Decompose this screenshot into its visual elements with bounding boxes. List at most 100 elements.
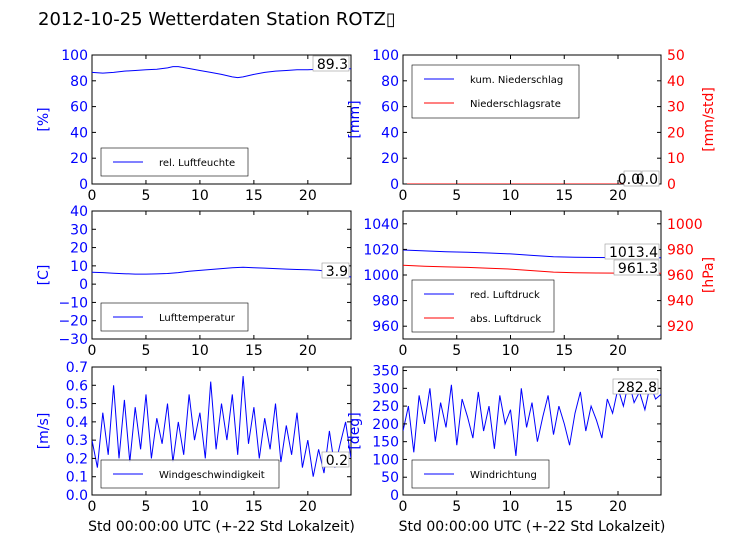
pressure-ytick-label: 1000 (363, 268, 399, 284)
precipitation-legend-label-0: kum. Niederschlag (470, 75, 563, 86)
temperature-ytick-label: −30 (58, 332, 88, 348)
pressure-annotation-1: 961.3 (618, 261, 658, 277)
temperature-ytick-label: −20 (58, 314, 88, 330)
winddirection-annotation-0: 282.8 (617, 380, 657, 396)
windspeed-ytick-label: 0.3 (66, 433, 88, 449)
humidity-xtick-label: 15 (245, 188, 263, 204)
windspeed-ytick-label: 0.0 (66, 488, 88, 504)
pressure-y2tick-label: 980 (667, 242, 694, 258)
pressure-legend-box (411, 279, 555, 333)
humidity-xtick-label: 10 (191, 188, 209, 204)
precipitation-panel: 0 5 10 15 20 0 20 40 60 80 100 0 10 20 30 40 50 [mm] [mm/s… (347, 48, 717, 204)
winddirection-xtick-label: 0 (399, 499, 408, 515)
windspeed-ytick-label: 0.7 (66, 360, 88, 376)
winddirection-ytick-label: 200 (372, 417, 399, 433)
windspeed-xtick-label: 15 (245, 499, 263, 515)
pressure-y2label: [hPa] (701, 257, 717, 293)
humidity-ytick-label: 0 (79, 177, 88, 193)
page-title: 2012-10-25 Wetterdaten Station ROTZ▯ (38, 9, 396, 30)
pressure-y2tick-label: 960 (667, 268, 694, 284)
winddirection-ytick-label: 100 (372, 452, 399, 468)
precipitation-ytick-label: 0 (390, 177, 399, 193)
pressure-xtick-label: 10 (502, 343, 520, 359)
pressure-legend-label-0: red. Luftdruck (470, 290, 540, 301)
windspeed-annotation-0: 0.2 (326, 453, 348, 469)
temperature-annotation-0: 3.9 (326, 264, 348, 280)
pressure-ytick-label: 1020 (363, 242, 399, 258)
windspeed-series-line-0 (92, 376, 351, 477)
windspeed-ytick-label: 0.6 (66, 378, 88, 394)
pressure-annotation-box-0 (604, 243, 660, 260)
pressure-xtick-label: 15 (555, 343, 573, 359)
winddirection-ylabel: [deg] (347, 412, 363, 449)
windspeed-ytick-label: 0.1 (66, 470, 88, 486)
humidity-ytick-label: 100 (61, 48, 88, 64)
temperature-xtick-label: 5 (141, 343, 150, 359)
winddirection-annotation-box-0 (612, 378, 659, 395)
precipitation-ylabel: [mm] (347, 100, 363, 138)
humidity-xtick-label: 0 (88, 188, 97, 204)
pressure-y2tick-label: 940 (667, 294, 694, 310)
precipitation-y2label: [mm/std] (701, 87, 717, 152)
windspeed-ylabel: [m/s] (36, 413, 52, 450)
humidity-legend-label-0: rel. Luftfeuchte (159, 158, 235, 169)
pressure-ytick-label: 1040 (363, 217, 399, 233)
precipitation-y2tick-label: 40 (667, 74, 685, 90)
pressure-y2tick-label: 920 (667, 319, 694, 335)
humidity-ylabel: [%] (36, 107, 52, 131)
temperature-xtick-label: 10 (191, 343, 209, 359)
temperature-ytick-label: 10 (70, 259, 88, 275)
windspeed-xlabel: Std 00:00:00 UTC (+-22 Std Lokalzeit) (88, 519, 355, 535)
precipitation-xtick-label: 20 (609, 188, 627, 204)
winddirection-xtick-label: 15 (555, 499, 573, 515)
precipitation-ytick-label: 20 (381, 151, 399, 167)
precipitation-xtick-label: 10 (502, 188, 520, 204)
precipitation-y2tick-label: 10 (667, 151, 685, 167)
temperature-ytick-label: 20 (70, 241, 88, 257)
precipitation-y2tick-label: 0 (667, 177, 676, 193)
windspeed-panel: 0 5 10 15 20 0.0 0.1 0.2 0.3 0.4 0.5 0.6 0.7 [m/s] Std… (36, 360, 355, 535)
humidity-ytick-label: 60 (70, 100, 88, 116)
precipitation-y2tick-label: 20 (667, 125, 685, 141)
temperature-ytick-label: 30 (70, 222, 88, 238)
winddirection-xtick-label: 5 (452, 499, 461, 515)
precipitation-annotation-0: 0.0 (618, 172, 640, 188)
humidity-panel: 0 5 10 15 20 0 20 40 60 80 100 [%] rel. Luftfeuchte 8… (36, 48, 352, 204)
winddirection-ytick-label: 150 (372, 435, 399, 451)
pressure-panel: 0 5 10 15 20 960 980 1000 1020 1040 920 940 960 980 10… (363, 210, 717, 359)
windspeed-xtick-label: 20 (299, 499, 317, 515)
winddirection-legend-label-0: Windrichtung (470, 470, 537, 481)
temperature-xtick-label: 20 (299, 343, 317, 359)
precipitation-xtick-label: 0 (399, 188, 408, 204)
humidity-ytick-label: 80 (70, 74, 88, 90)
humidity-ytick-label: 20 (70, 151, 88, 167)
humidity-xtick-label: 5 (141, 188, 150, 204)
windspeed-ytick-label: 0.4 (66, 415, 88, 431)
winddirection-ytick-label: 0 (390, 488, 399, 504)
temperature-annotation-box-0 (321, 262, 350, 279)
humidity-series-line-0 (92, 66, 351, 79)
windspeed-ytick-label: 0.2 (66, 451, 88, 467)
winddirection-ytick-label: 350 (372, 364, 399, 380)
temperature-ytick-label: 0 (79, 277, 88, 293)
humidity-annotation-0: 89.3 (317, 57, 348, 73)
temperature-xtick-label: 0 (88, 343, 97, 359)
pressure-y2tick-label: 1000 (667, 217, 703, 233)
precipitation-y2tick-label: 30 (667, 100, 685, 116)
precipitation-ytick-label: 40 (381, 125, 399, 141)
precipitation-legend-label-1: Niederschlagsrate (470, 99, 561, 110)
winddirection-ytick-label: 300 (372, 381, 399, 397)
temperature-legend-label-0: Lufttemperatur (159, 313, 236, 324)
temperature-ytick-label: −10 (58, 295, 88, 311)
humidity-annotation-box-0 (312, 55, 350, 72)
temperature-ytick-label: 40 (70, 204, 88, 220)
temperature-series-line-0 (92, 266, 351, 278)
precipitation-y2tick-label: 50 (667, 48, 685, 64)
precipitation-annotation-box-1 (641, 170, 660, 187)
precipitation-ytick-label: 100 (372, 48, 399, 64)
pressure-ytick-label: 980 (372, 294, 399, 310)
precipitation-annotation-box-0 (623, 170, 642, 187)
